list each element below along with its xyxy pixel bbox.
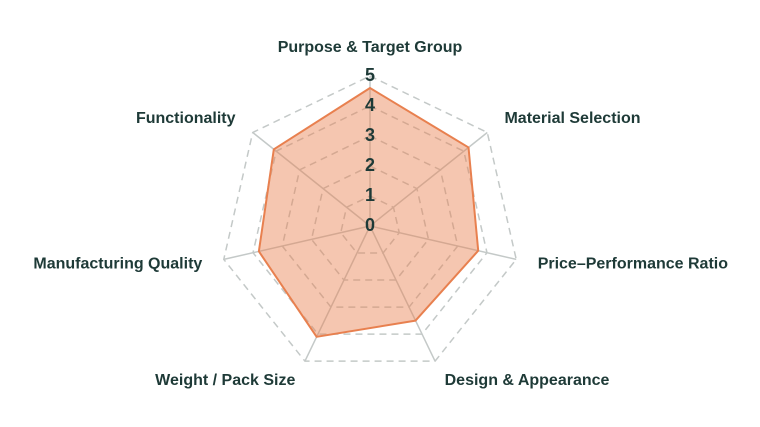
category-label: Purpose & Target Group [278, 39, 463, 56]
category-label: Functionality [136, 110, 236, 127]
spoke [223, 225, 371, 261]
grid-ring [222, 75, 518, 362]
category-label: Design & Appearance [445, 372, 610, 389]
spoke [369, 225, 436, 362]
category-label: Price–Performance Ratio [538, 255, 729, 272]
r-tick-label: 3 [365, 125, 375, 145]
grid-ring [339, 195, 401, 254]
r-tick-label: 1 [365, 185, 375, 205]
r-tick-label: 5 [365, 65, 375, 85]
spoke [304, 225, 371, 362]
labels: 0 1 2 3 4 5 Purpose & Target Group Material Sel… [33, 39, 728, 389]
data-layer [257, 87, 480, 338]
grid-ring [310, 165, 430, 281]
category-label: Weight / Pack Size [155, 372, 295, 389]
r-tick-label: 0 [365, 215, 375, 235]
r-tick-label: 4 [365, 95, 375, 115]
category-label: Material Selection [504, 110, 640, 127]
radar-area [257, 87, 480, 338]
spoke [369, 225, 517, 261]
spoke [252, 131, 371, 227]
category-label: Manufacturing Quality [33, 255, 202, 272]
grid-ring [252, 105, 488, 335]
r-tick-label: 2 [365, 155, 375, 175]
